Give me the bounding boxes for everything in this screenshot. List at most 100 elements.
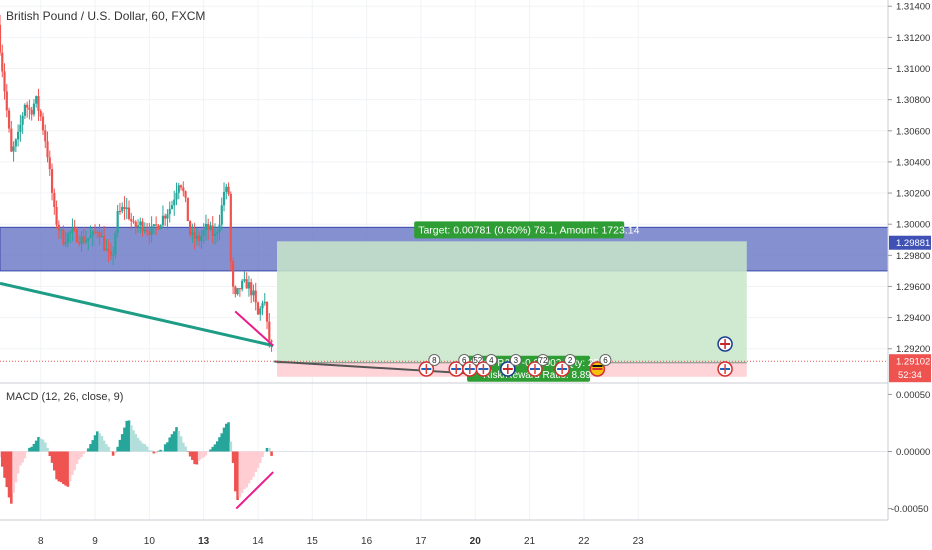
- candle-body: [236, 288, 239, 295]
- price-tick-label: 1.31200: [896, 33, 930, 44]
- macd-histogram-bar: [28, 447, 31, 452]
- macd-layer: [0, 420, 274, 510]
- macd-histogram-bar: [37, 437, 40, 452]
- macd-histogram-bar: [139, 440, 142, 452]
- macd-histogram-bar: [267, 447, 271, 452]
- current-price-badge[interactable]: [889, 354, 931, 383]
- macd-histogram-bar: [261, 451, 264, 458]
- macd-divergence-line[interactable]: [235, 471, 274, 510]
- candle-body: [12, 146, 15, 152]
- macd-histogram-bar: [154, 451, 158, 454]
- zone-price-badge[interactable]: [889, 235, 931, 250]
- candle-body: [84, 240, 88, 243]
- macd-histogram-bar: [206, 451, 210, 452]
- macd-histogram-bar: [50, 451, 54, 463]
- macd-tick-label: -0.00050: [891, 504, 929, 515]
- candle-body: [134, 221, 137, 228]
- candle-body: [17, 131, 20, 140]
- macd-histogram-bar: [220, 433, 224, 452]
- candle-body: [96, 231, 99, 233]
- candle-body: [98, 232, 101, 238]
- macd-histogram-bar: [243, 451, 246, 490]
- candle-body: [75, 229, 79, 243]
- candle-body: [127, 207, 131, 219]
- macd-histogram-bar: [71, 451, 74, 475]
- candle-body: [198, 235, 201, 241]
- time-tick-label: 20: [470, 536, 482, 547]
- macd-histogram-bar: [98, 433, 101, 452]
- candle-body: [195, 235, 198, 239]
- candle-body: [19, 124, 22, 132]
- symbol-title[interactable]: British Pound / U.S. Dollar, 60, FXCM: [6, 9, 205, 23]
- axis-layer[interactable]: 1.31400 1.31200 1.31000 1.30800 1.30600 1.304…: [38, 0, 932, 550]
- macd-tick-label: 0.00000: [896, 447, 930, 458]
- macd-histogram-bar: [123, 427, 126, 452]
- macd-histogram-bar: [200, 451, 203, 459]
- macd-histogram-bar: [114, 451, 117, 454]
- candle-body: [177, 185, 180, 193]
- macd-histogram-bar: [100, 435, 104, 452]
- candle-body: [259, 308, 262, 315]
- macd-histogram-bar: [41, 439, 45, 452]
- candle-body: [139, 221, 142, 226]
- trendline[interactable]: [0, 281, 274, 348]
- long-position-target-zone[interactable]: [276, 241, 747, 363]
- macd-histogram-bar: [182, 442, 185, 452]
- macd-histogram-bar: [231, 451, 235, 463]
- candle-body: [202, 230, 205, 236]
- price-axis-background: [888, 0, 932, 550]
- macd-title[interactable]: MACD (12, 26, close, 9): [6, 391, 123, 403]
- macd-histogram-bar: [46, 447, 49, 452]
- candle-body: [46, 141, 49, 158]
- candle-body: [66, 233, 69, 243]
- macd-histogram-bar: [224, 423, 228, 452]
- time-tick-label: 23: [633, 536, 645, 547]
- macd-histogram-bar: [152, 451, 156, 454]
- candle-body: [73, 228, 76, 230]
- macd-histogram-bar: [30, 446, 33, 452]
- candle-body: [14, 139, 17, 147]
- price-tick-label: 1.30000: [896, 220, 930, 231]
- candle-body: [268, 321, 271, 341]
- price-tick-label: 1.29400: [896, 313, 930, 324]
- macd-histogram-bar: [14, 451, 18, 483]
- position-layer[interactable]: [276, 241, 747, 377]
- macd-histogram-bar: [163, 444, 167, 452]
- macd-histogram-bar: [105, 444, 108, 452]
- candle-body: [28, 107, 31, 110]
- macd-histogram-bar: [109, 451, 113, 452]
- target-label-box[interactable]: [414, 221, 625, 239]
- macd-histogram-bar: [213, 444, 217, 452]
- macd-histogram-bar: [229, 441, 233, 452]
- target-label: Target: 0.00781 (0.60%) 78.1, Amount: 17…: [418, 224, 639, 236]
- macd-histogram-bar: [32, 443, 36, 452]
- candle-body: [245, 279, 248, 289]
- candle-body: [82, 236, 85, 243]
- event-count-label: 8: [432, 356, 437, 365]
- macd-histogram-bar: [161, 450, 165, 452]
- candle-body: [112, 254, 115, 256]
- macd-histogram-bar: [132, 430, 135, 452]
- candle-body: [143, 230, 146, 232]
- candle-body: [118, 210, 122, 212]
- macd-histogram-bar: [172, 431, 176, 452]
- macd-histogram-bar: [186, 451, 190, 452]
- event-marker-layer[interactable]: 8 6 52 4 3 72 2 6: [418, 336, 733, 377]
- candle-body: [229, 193, 232, 262]
- candle-body: [62, 229, 65, 245]
- macd-histogram-bar: [0, 451, 2, 458]
- candle-body: [141, 221, 144, 231]
- candle-body: [175, 192, 178, 200]
- candle-body: [93, 231, 97, 233]
- macd-histogram-bar: [234, 451, 237, 492]
- macd-histogram-bar: [157, 450, 160, 452]
- macd-histogram-bar: [256, 451, 260, 468]
- price-divergence-line[interactable]: [234, 310, 274, 347]
- macd-histogram-bar: [59, 451, 63, 483]
- macd-histogram-bar: [16, 451, 20, 474]
- candle-body: [193, 232, 196, 239]
- event-count-label: 3: [514, 356, 519, 365]
- macd-histogram-bar: [227, 422, 230, 452]
- candle-body: [159, 225, 162, 230]
